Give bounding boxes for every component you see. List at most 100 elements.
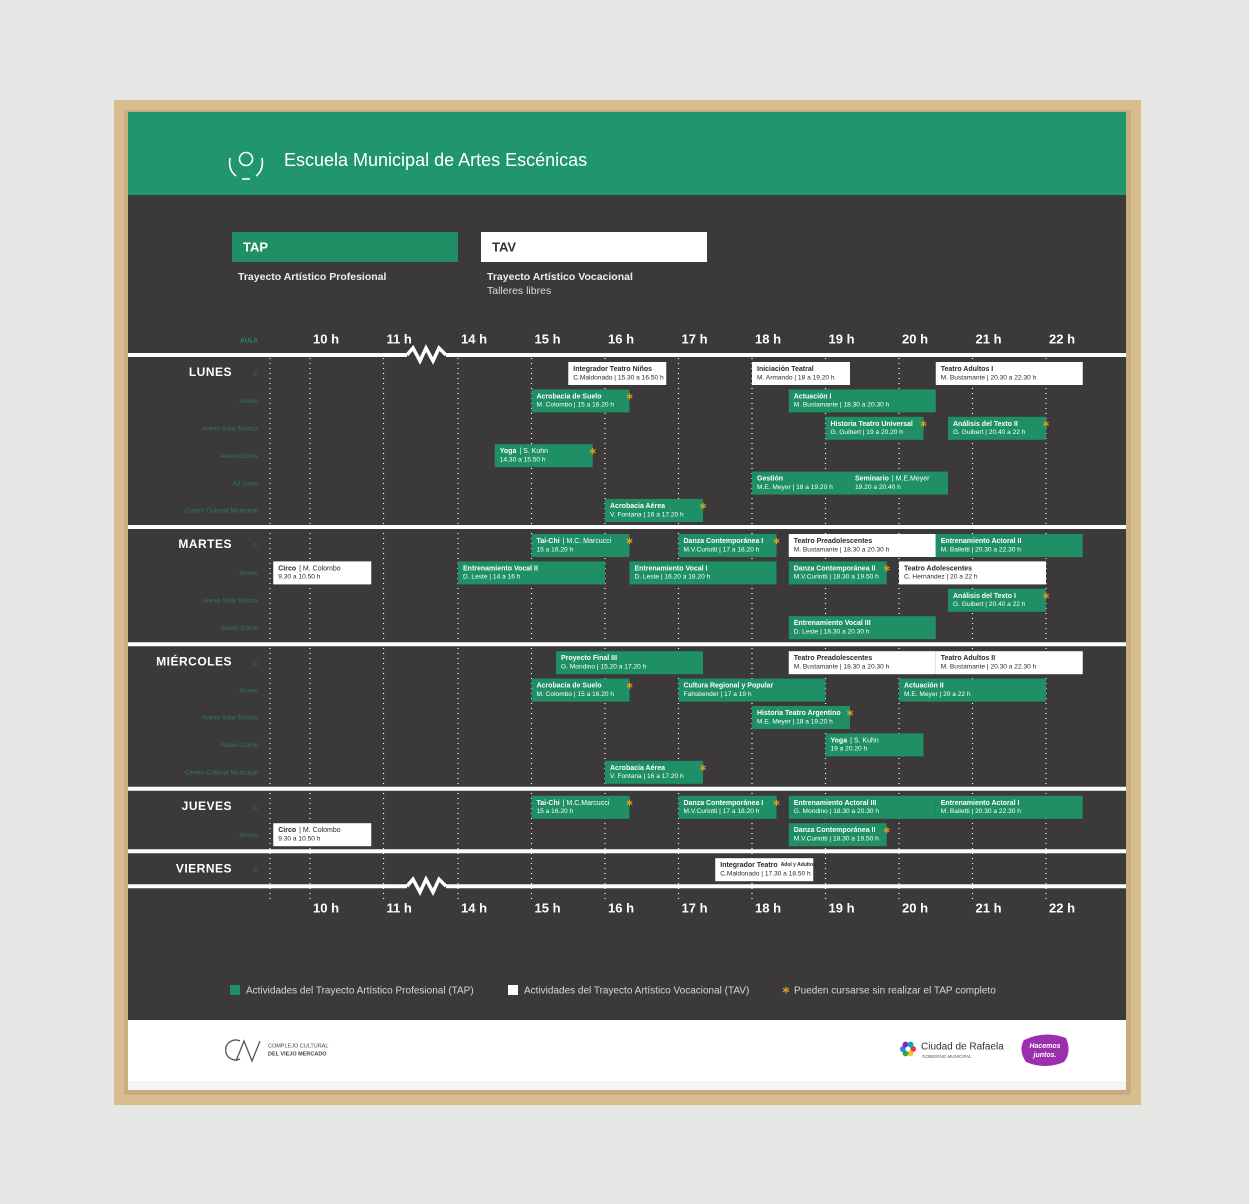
event-detail: 15 a 16.20 h — [537, 546, 574, 553]
event-name: Análisis del Texto II — [953, 421, 1018, 428]
room-label: C — [253, 867, 258, 874]
event-title: Entrenamiento Actoral I — [941, 800, 1020, 807]
event-detail: M. Bailetti | 20.30 a 22.30 h — [941, 808, 1021, 815]
event: Análisis del Texto IG. Guibert | 20.40 a… — [948, 588, 1046, 612]
event-teacher: | M. Colombo — [299, 565, 341, 572]
event-detail: 19.20 a 20.40 h — [855, 484, 901, 491]
event-teacher: | S. Kuhn — [850, 737, 879, 744]
event-teacher: | S. Kuhn — [519, 448, 548, 455]
event: Danza Contemporánea II M.V.Curiotti | 18.… — [788, 561, 887, 585]
hour-label: 17 h — [682, 331, 708, 346]
event-title: Historia Teatro Universal — [831, 421, 913, 428]
event-detail: M. Bustamante | 20.30 a 22.30 h — [941, 374, 1037, 381]
event-title: Análisis del Texto I — [953, 593, 1016, 600]
badge-line: Hacemos — [1029, 1043, 1060, 1050]
event-name: Acrobacia Aérea — [610, 765, 665, 772]
event-name: Acrobacia Aérea — [610, 503, 665, 510]
event-name: Historia Teatro Universal — [831, 421, 913, 428]
event-title: Entrenamiento Actoral II — [941, 538, 1022, 545]
room-label: Anexo Sala Teórica — [202, 715, 258, 722]
star-stroke — [626, 800, 633, 805]
complejo-line: COMPLEJO CULTURAL — [268, 1043, 328, 1049]
event-box — [788, 795, 936, 819]
event: Teatro Adolescentes C. Hernández | 20 a 2… — [899, 561, 1046, 585]
event-name: Danza Contemporánea II — [794, 827, 876, 834]
event: Gestión M.E. Meyer | 18 a 19.20 h — [752, 471, 850, 495]
hour-label: 17 h — [682, 901, 708, 916]
axis-break — [405, 344, 448, 365]
event-box — [935, 795, 1083, 819]
legend-label: Actividades del Trayecto Artístico Profe… — [246, 986, 474, 997]
event-box — [752, 471, 850, 495]
event: Integrador Teatro Adol y AdultosC.Maldona… — [715, 858, 816, 882]
day-name: MIÉRCOLES — [156, 653, 232, 668]
program-code: TAP — [243, 239, 268, 254]
room-label: C — [253, 371, 258, 378]
event-name: Análisis del Texto I — [953, 593, 1016, 600]
event-title: Teatro Adultos I — [941, 366, 994, 373]
event-title: Tai-Chi | M.C. Marcucci — [537, 538, 612, 545]
event: Acrobacia de Suelo M. Colombo | 15 a 16.2… — [531, 389, 630, 413]
star-stroke — [1042, 421, 1050, 426]
event-detail: M.V.Curiotti | 18.30 a 19.50 h — [794, 574, 879, 581]
star-icon — [773, 537, 780, 545]
program-name: Trayecto Artístico Profesional — [238, 271, 386, 283]
event-name: Actuación I — [794, 393, 832, 400]
event: Actuación I M. Bustamante | 18.30 a 20.30… — [788, 389, 936, 413]
event-title: Historia Teatro Argentino — [757, 710, 841, 717]
event-name: Gestión — [757, 475, 783, 482]
star-icon — [626, 393, 633, 400]
event-name: Teatro Preadolescentes — [794, 538, 873, 545]
star-stroke — [626, 538, 633, 544]
star-stroke — [883, 828, 890, 833]
event-teacher: | M.E.Meyer — [892, 475, 930, 482]
event-box — [629, 561, 777, 585]
legend-swatch — [508, 985, 518, 995]
event-box — [788, 561, 887, 585]
star-stroke — [773, 538, 780, 544]
event: Danza Contemporánea IIM.V.Curiotti | 18.… — [788, 823, 887, 847]
event-name: Tai-Chi — [537, 538, 560, 545]
event-box — [788, 651, 936, 675]
event-box — [935, 651, 1083, 675]
content: TAP Trayecto Artístico Profesional TAV Tray… — [128, 232, 1126, 1066]
ciudad-sub: GOBIERNO MUNICIPAL — [922, 1054, 972, 1059]
star-stroke — [699, 503, 707, 509]
event-name: Danza Contemporánea I — [684, 800, 764, 807]
star-icon — [883, 565, 890, 572]
star-stroke — [1042, 593, 1050, 598]
hour-label: 10 h — [313, 331, 339, 346]
program-code: TAV — [492, 239, 516, 254]
star-icon — [1042, 592, 1050, 599]
room-label: Anexo Coros — [220, 453, 258, 460]
event-title: Acrobacia de Suelo — [537, 393, 602, 400]
event-title: Análisis del Texto II — [953, 421, 1018, 428]
event-title: Danza Contemporánea II — [794, 565, 876, 572]
event-detail: M. Colombo | 15 a 16.20 h — [537, 691, 615, 698]
room-label: A3 Liceo — [233, 480, 259, 487]
event-box — [678, 534, 777, 557]
event-box — [825, 416, 924, 440]
event-detail: M.V.Curiotti | 17 a 18.20 h — [684, 546, 760, 553]
star-stroke — [626, 394, 633, 399]
event-name: Teatro Preadolescentes — [794, 655, 873, 662]
event-box — [899, 678, 1046, 702]
star-icon — [626, 682, 633, 689]
event-name: Teatro Adolescentes — [904, 565, 972, 572]
event: Entrenamiento Vocal II D. Leste | 14 a 16… — [458, 561, 605, 585]
hour-label: 14 h — [461, 901, 487, 916]
event-detail: G. Guibert | 19 a 20.20 h — [831, 429, 904, 436]
event-detail: Fahsbender | 17 a 19 h — [684, 691, 752, 698]
event-box — [678, 678, 826, 702]
event-box — [788, 616, 936, 640]
star-icon — [773, 799, 780, 806]
star-icon — [920, 420, 927, 427]
event-box — [825, 733, 924, 757]
logo-shape — [224, 1039, 241, 1061]
event-title: Entrenamiento Vocal II — [463, 565, 538, 572]
